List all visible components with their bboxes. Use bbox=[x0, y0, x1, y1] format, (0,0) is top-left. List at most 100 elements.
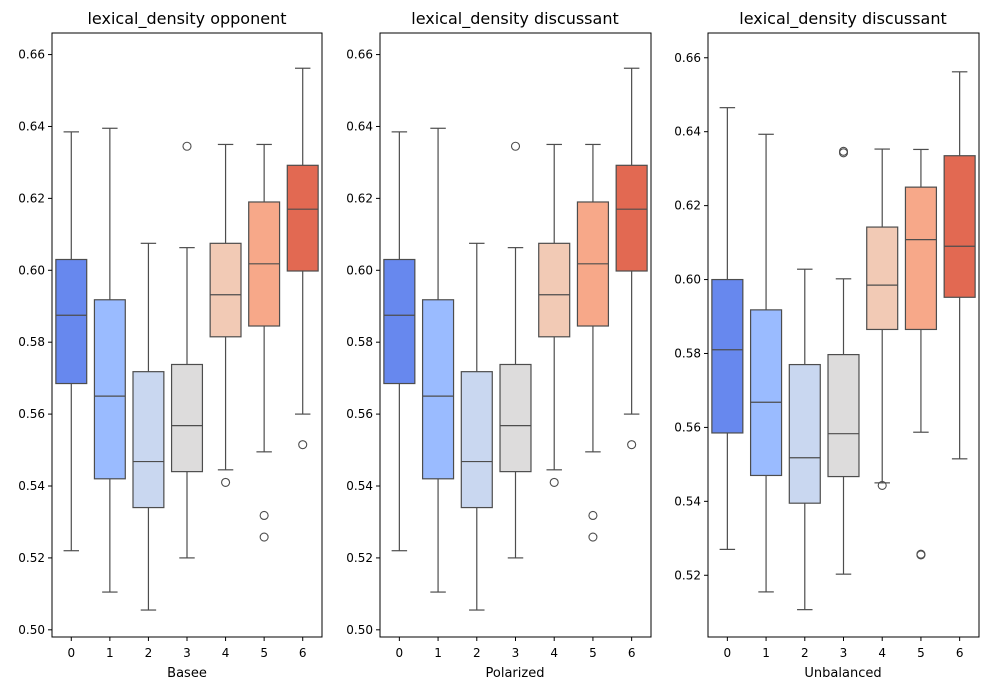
outlier-point bbox=[627, 440, 637, 450]
x-axis-label: Basee bbox=[167, 666, 207, 681]
box-category-1 bbox=[421, 127, 455, 593]
x-tick-label: 5 bbox=[260, 646, 268, 660]
panel-title: lexical_density discussant bbox=[411, 9, 618, 29]
box-category-0 bbox=[55, 131, 88, 552]
iqr-box bbox=[788, 363, 821, 504]
outlier-point bbox=[549, 477, 559, 487]
iqr-box bbox=[866, 226, 899, 331]
outlier-point bbox=[916, 549, 926, 559]
outlier-point bbox=[259, 532, 269, 542]
plot-area: 0.50 0.52 0.54 0.56 0.58 0.60 0.62 0.64 0.66 0 1 2 3… bbox=[18, 32, 323, 660]
x-tick-label: 6 bbox=[299, 646, 307, 660]
y-tick-label: 0.50 bbox=[346, 623, 373, 637]
box-category-2 bbox=[460, 242, 493, 611]
x-tick-label: 5 bbox=[589, 646, 597, 660]
iqr-box bbox=[943, 155, 976, 298]
outlier-point bbox=[510, 141, 521, 151]
y-tick-label: 0.56 bbox=[674, 420, 701, 434]
y-tick-label: 0.54 bbox=[674, 494, 701, 508]
y-tick-label: 0.56 bbox=[18, 407, 45, 421]
outlier-point bbox=[877, 480, 887, 490]
y-tick-label: 0.58 bbox=[18, 335, 45, 349]
x-tick-label: 3 bbox=[512, 646, 520, 660]
y-tick-label: 0.54 bbox=[346, 479, 373, 493]
iqr-box bbox=[827, 353, 860, 478]
outlier-point bbox=[588, 510, 598, 521]
x-axis-label: Unbalanced bbox=[804, 666, 881, 681]
box-category-3 bbox=[499, 141, 532, 559]
panel-unbalanced: lexical_density discussant 0.520.540.560… bbox=[674, 9, 980, 681]
iqr-box bbox=[749, 309, 783, 477]
x-tick-label: 1 bbox=[434, 646, 442, 660]
y-tick-label: 0.62 bbox=[346, 191, 373, 205]
panel-title: lexical_density opponent bbox=[87, 9, 286, 29]
iqr-box bbox=[904, 186, 938, 331]
y-tick-label: 0.60 bbox=[346, 263, 373, 277]
iqr-box bbox=[55, 258, 88, 385]
x-tick-label: 4 bbox=[878, 646, 886, 660]
iqr-box bbox=[170, 363, 204, 473]
box-category-2 bbox=[132, 242, 165, 611]
x-tick-label: 6 bbox=[628, 646, 636, 660]
y-tick-label: 0.64 bbox=[674, 125, 701, 139]
iqr-box bbox=[132, 371, 165, 509]
iqr-box bbox=[499, 363, 532, 473]
box-category-2 bbox=[788, 268, 821, 611]
x-tick-label: 0 bbox=[724, 646, 732, 660]
y-tick-label: 0.60 bbox=[18, 263, 45, 277]
box-category-3 bbox=[170, 141, 204, 559]
x-tick-label: 0 bbox=[67, 646, 75, 660]
outlier-point bbox=[298, 440, 308, 450]
y-tick-label: 0.54 bbox=[18, 479, 45, 493]
x-tick-label: 1 bbox=[762, 646, 770, 660]
x-tick-label: 6 bbox=[956, 646, 964, 660]
iqr-box bbox=[383, 258, 416, 385]
outlier-point bbox=[588, 532, 598, 542]
y-tick-label: 0.66 bbox=[674, 51, 701, 65]
x-tick-label: 3 bbox=[183, 646, 191, 660]
y-tick-label: 0.52 bbox=[346, 551, 373, 565]
outlier-point bbox=[221, 477, 231, 487]
y-tick-label: 0.62 bbox=[674, 199, 701, 213]
box-category-3 bbox=[827, 146, 860, 575]
outlier-point bbox=[838, 146, 849, 156]
box-category-6 bbox=[943, 71, 976, 460]
iqr-box bbox=[421, 299, 455, 480]
y-tick-label: 0.66 bbox=[18, 48, 45, 62]
x-tick-label: 4 bbox=[550, 646, 558, 660]
box-category-0 bbox=[711, 107, 744, 550]
box-category-1 bbox=[749, 133, 783, 593]
panel-basee: lexical_density opponent 0.500.520.540.5… bbox=[18, 9, 323, 681]
box-category-5 bbox=[576, 143, 610, 542]
y-tick-label: 0.64 bbox=[346, 119, 373, 133]
iqr-box bbox=[460, 371, 493, 509]
x-tick-label: 0 bbox=[396, 646, 404, 660]
box-category-5 bbox=[904, 148, 938, 560]
x-tick-label: 2 bbox=[145, 646, 153, 660]
y-tick-label: 0.62 bbox=[18, 191, 45, 205]
box-category-0 bbox=[383, 131, 416, 552]
x-tick-label: 2 bbox=[473, 646, 481, 660]
panel-polarized: lexical_density discussant 0.50 0.52 0.54 0… bbox=[346, 9, 652, 681]
x-tick-label: 2 bbox=[801, 646, 809, 660]
box-category-6 bbox=[615, 67, 648, 450]
y-tick-label: 0.58 bbox=[346, 335, 373, 349]
outlier-point bbox=[259, 510, 269, 521]
y-tick-label: 0.58 bbox=[674, 346, 701, 360]
x-tick-label: 4 bbox=[222, 646, 230, 660]
box-category-4 bbox=[209, 143, 242, 487]
y-tick-label: 0.60 bbox=[674, 273, 701, 287]
x-tick-label: 3 bbox=[840, 646, 848, 660]
iqr-box bbox=[209, 242, 242, 338]
plot-area: 0.52 0.54 0.56 0.58 0.60 0.62 0.64 0.66 0 1 2 3 4 5 6 bbox=[674, 32, 980, 660]
y-tick-label: 0.66 bbox=[346, 48, 373, 62]
box-category-4 bbox=[538, 143, 571, 487]
iqr-box bbox=[286, 164, 319, 272]
plot-area: 0.50 0.52 0.54 0.56 0.58 0.60 0.62 0.64 0.66 0 1 2 3… bbox=[346, 32, 652, 660]
box-category-6 bbox=[286, 67, 319, 450]
box-category-4 bbox=[866, 148, 899, 490]
y-tick-label: 0.52 bbox=[18, 551, 45, 565]
box-category-1 bbox=[93, 127, 126, 593]
